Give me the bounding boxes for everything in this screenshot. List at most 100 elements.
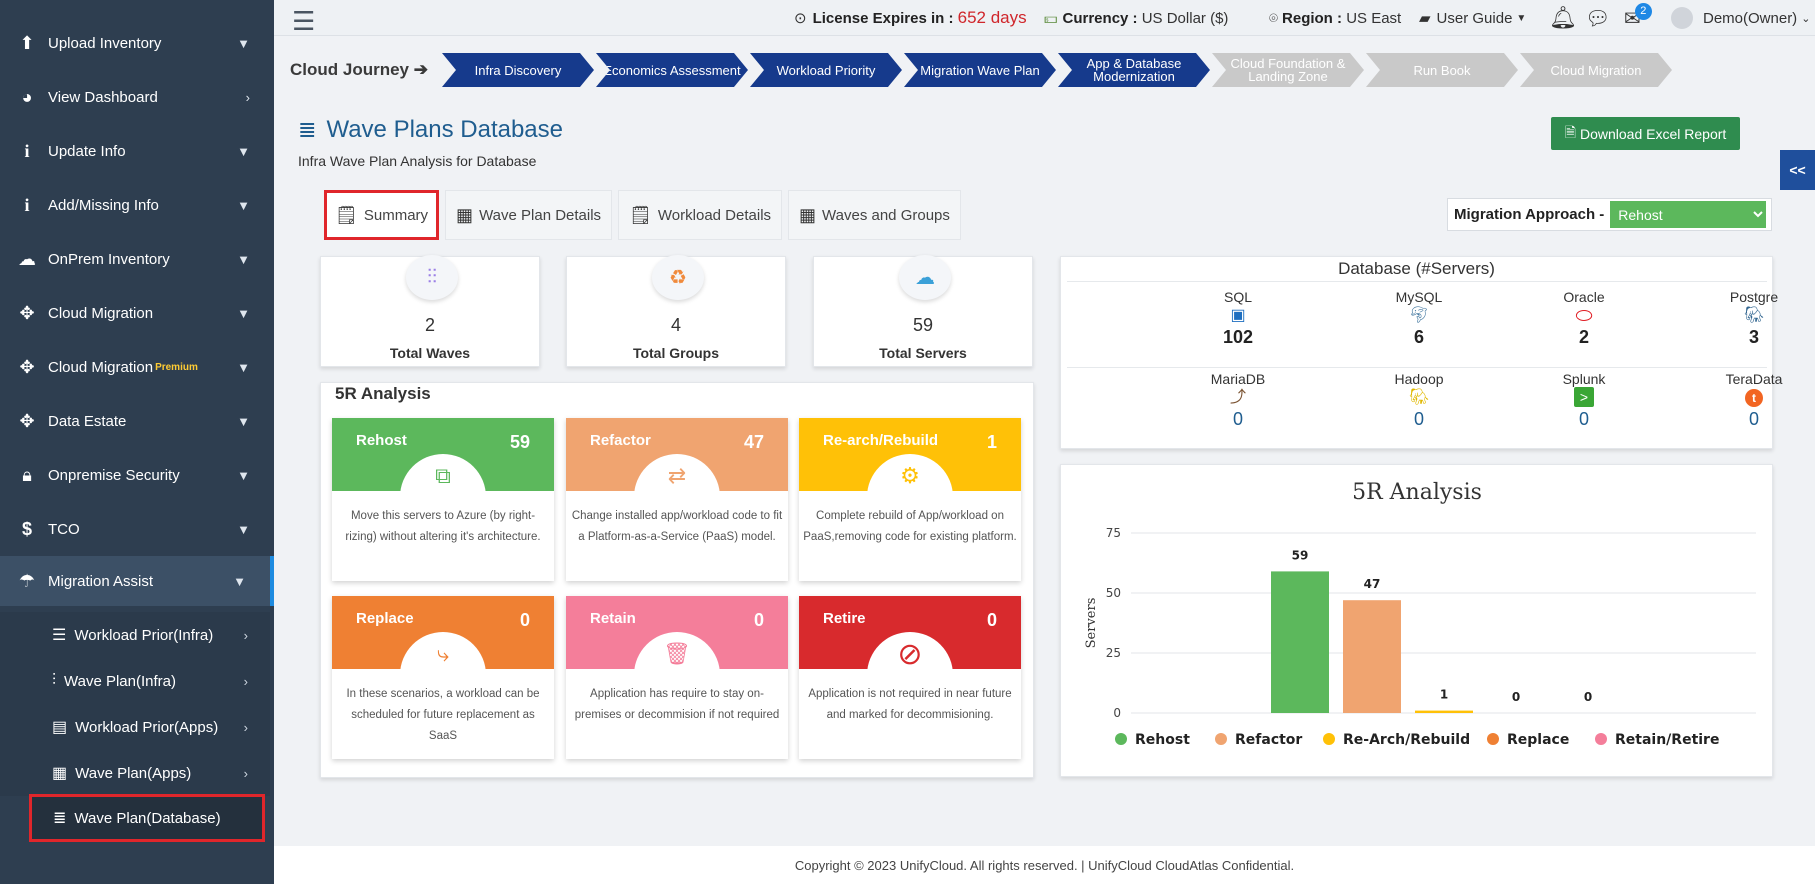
user-guide-dropdown[interactable]: ▰ User Guide ▼: [1419, 0, 1526, 36]
journey-step-cloud-migration[interactable]: Cloud Migration: [1520, 53, 1672, 87]
chevron-right-icon: ›: [243, 673, 248, 689]
sidebar-item-upload-inventory[interactable]: ⬆ Upload Inventory ▼: [0, 16, 274, 70]
journey-step-migration-wave-plan[interactable]: Migration Wave Plan: [904, 53, 1056, 87]
sidebar-subitem-workload-prior-apps[interactable]: ▤ Workload Prior(Apps) ›: [0, 704, 270, 750]
fr-analysis-chart: 5R Analysis Servers 0 25 50 75 59 47 1 0 0 Rehost Re…: [1084, 480, 1756, 748]
db-sql: SQL ▣ 102: [1158, 289, 1318, 348]
book-icon: ▰: [1419, 10, 1431, 27]
stat-value: 59: [912, 315, 934, 335]
journey-step-run-book[interactable]: Run Book: [1366, 53, 1518, 87]
page-title-text: Wave Plans Database: [326, 116, 564, 143]
sidebar-item-migration-assist[interactable]: ☂ Migration Assist ▼: [0, 556, 274, 606]
db-mysql: MySQL 🐬︎ 6: [1339, 289, 1499, 348]
hamburger-menu-icon[interactable]: ☰: [292, 6, 316, 36]
sidebar-subitem-wave-plan-apps[interactable]: ▦ Wave Plan(Apps) ›: [0, 750, 270, 796]
y-tick-label: 50: [1106, 586, 1121, 600]
tab-wave-plan-details[interactable]: ▦ Wave Plan Details: [445, 190, 613, 240]
hadoop-icon: 🐘︎: [1408, 389, 1430, 406]
list-icon: ☰: [52, 627, 67, 644]
sidebar-item-onprem-inventory[interactable]: ☁ OnPrem Inventory ▼: [0, 232, 274, 286]
sidebar-subitem-wave-plan-database[interactable]: ≣ Wave Plan(Database): [29, 794, 265, 842]
cloud-icon: ☁: [18, 248, 36, 269]
sql-icon: ▣: [1230, 307, 1246, 324]
wave-icon: ⫶: [52, 672, 57, 689]
tab-waves-and-groups[interactable]: ▦ Waves and Groups: [788, 190, 961, 240]
tab-workload-details[interactable]: 🗒︎ Workload Details: [618, 190, 783, 240]
page-title: ≣ Wave Plans Database: [298, 116, 563, 144]
sidebar-subitem-workload-prior-infra[interactable]: ☰ Workload Prior(Infra) ›: [0, 612, 270, 658]
journey-step-economics[interactable]: Economics Assessment: [596, 53, 748, 87]
fr-analysis-title: 5R Analysis: [335, 384, 431, 403]
chevron-right-icon: ›: [243, 719, 248, 735]
clock-icon: ⊙: [794, 10, 807, 27]
sidebar-item-label: Data Estate: [48, 412, 127, 430]
license-info: ⊙ License Expires in : 652 days: [794, 0, 1027, 36]
fr-card-refactor: Refactor 47 ⇄ Change installed app/workl…: [566, 418, 788, 581]
mariadb-icon: ⤴: [1229, 389, 1246, 406]
info-icon: i: [24, 140, 30, 161]
apps-icon: ▤: [52, 719, 68, 736]
card-count: 0: [519, 610, 530, 630]
stat-card-total-waves: ⫶⫶ 2 Total Waves: [320, 255, 540, 367]
data-label: 0: [1512, 690, 1520, 704]
dollar-icon: $: [21, 518, 32, 539]
card-description: Application has require to stay on-premi…: [574, 688, 780, 721]
journey-step-landing-zone[interactable]: Cloud Foundation & Landing Zone: [1212, 53, 1364, 87]
chat-icon[interactable]: 💬︎: [1585, 7, 1611, 30]
card-description: Change installed app/workload code to fi…: [571, 510, 783, 543]
sidebar-item-onpremise-security[interactable]: 🔒︎ Onpremise Security ▼: [0, 448, 274, 502]
mail-icon[interactable]: ✉ 2: [1624, 0, 1658, 36]
region-value: US East: [1346, 9, 1402, 27]
sidebar-subitem-wave-plan-infra[interactable]: ⫶ Wave Plan(Infra) ›: [0, 658, 270, 704]
bar-refactor: [1343, 600, 1401, 713]
bell-icon[interactable]: 🔔︎: [1549, 5, 1577, 30]
card-name: Retire: [823, 610, 866, 627]
journey-step-infra-discovery[interactable]: Infra Discovery: [442, 53, 594, 87]
card-name: Replace: [356, 610, 414, 627]
stat-value: 4: [670, 315, 681, 335]
db-teradata: TeraData t 0: [1674, 371, 1815, 430]
legend-marker: [1215, 733, 1227, 745]
license-days: 652 days: [957, 8, 1027, 27]
card-description: Application is not required in near futu…: [808, 688, 1012, 721]
legend-label: Rehost: [1135, 732, 1190, 748]
migration-approach-select[interactable]: Rehost: [1610, 201, 1767, 228]
collapse-panel-button[interactable]: <<: [1780, 150, 1815, 190]
sidebar-item-cloud-migration-premium[interactable]: ✥ Cloud Migration Premium ▼: [0, 340, 274, 394]
currency-info: 💵︎ Currency : US Dollar ($): [1044, 0, 1228, 36]
fr-card-rearch-rebuild: Re-arch/Rebuild 1 ⚙ Complete rebuild of …: [799, 418, 1021, 581]
user-menu[interactable]: Demo(Owner) ⌄: [1671, 0, 1810, 36]
sidebar-item-view-dashboard[interactable]: ◕ View Dashboard ›: [0, 70, 274, 124]
fr-card-retire: Retire 0 ⊘ Application is not required i…: [799, 596, 1021, 759]
group-icon: ♻: [652, 255, 704, 300]
sidebar-item-update-info[interactable]: i Update Info ▼: [0, 124, 274, 178]
fr-analysis-chart-panel: 5R Analysis Servers 0 25 50 75 59 47 1 0 0 Rehost Re…: [1060, 464, 1773, 777]
cloud-server-icon: ☁: [899, 255, 951, 300]
move-icon: ✥: [19, 410, 35, 431]
download-excel-label: Download Excel Report: [1579, 125, 1727, 142]
journey-step-workload-priority[interactable]: Workload Priority: [750, 53, 902, 87]
location-icon: ⌾: [1269, 9, 1279, 27]
report-icon: 🗒︎: [335, 204, 358, 225]
card-count: 0: [753, 610, 764, 630]
caret-down-icon: ▼: [1516, 12, 1527, 24]
journey-step-modernization[interactable]: App & Database Modernization: [1058, 53, 1210, 87]
data-label: 0: [1584, 690, 1592, 704]
sidebar-item-tco[interactable]: $ TCO ▼: [0, 502, 274, 556]
chevron-down-icon: ▼: [237, 413, 250, 429]
legend-label: Refactor: [1235, 732, 1302, 748]
stat-value: 2: [424, 315, 435, 335]
calculator-icon: ▦: [52, 765, 68, 782]
sidebar-item-data-estate[interactable]: ✥ Data Estate ▼: [0, 394, 274, 448]
download-excel-button[interactable]: 🗎︎ Download Excel Report: [1551, 117, 1740, 150]
db-splunk: Splunk >0: [1504, 371, 1664, 430]
chevron-right-icon: ›: [243, 627, 248, 643]
sidebar-item-cloud-migration[interactable]: ✥ Cloud Migration ▼: [0, 286, 274, 340]
sidebar-item-label: Wave Plan(Infra): [64, 672, 176, 690]
chevron-down-icon: ▼: [237, 305, 250, 321]
card-count: 0: [986, 610, 997, 630]
tab-summary[interactable]: 🗒︎ Summary: [324, 190, 440, 240]
y-axis-label: Servers: [1084, 598, 1099, 649]
sidebar-item-label: Update Info: [48, 142, 126, 160]
sidebar-item-add-missing-info[interactable]: i Add/Missing Info ▼: [0, 178, 274, 232]
